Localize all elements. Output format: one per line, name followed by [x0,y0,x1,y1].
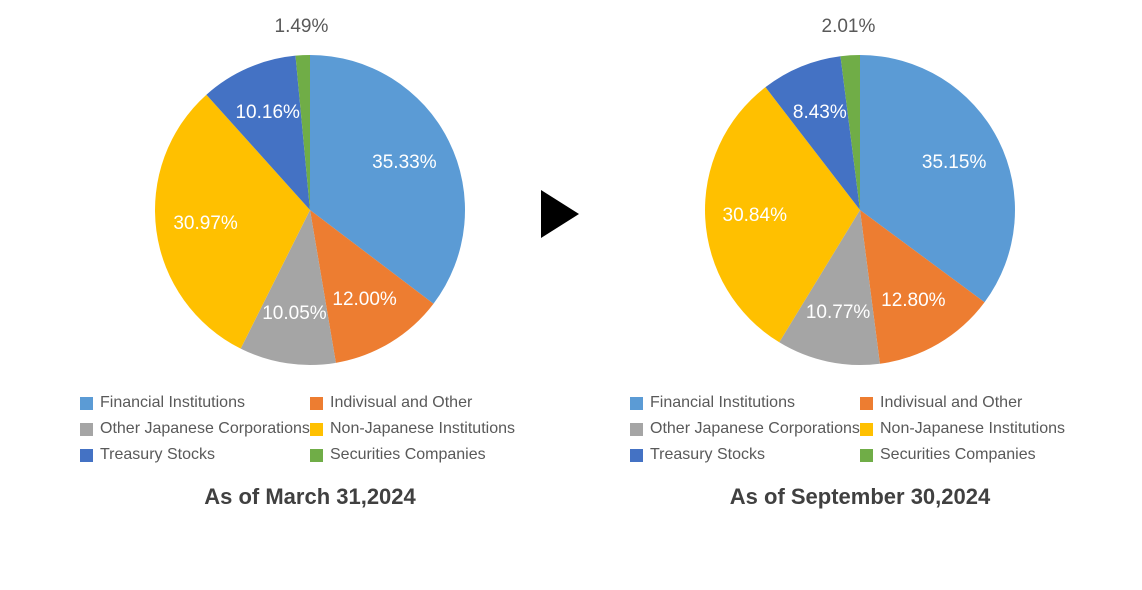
legend-label-non_jp: Non-Japanese Institutions [880,420,1065,438]
legend-swatch-treasury [630,449,643,462]
legend-september: Financial Institutions Indivisual and Oth… [630,390,1090,468]
slice-label-securities: 2.01% [822,16,876,38]
pie-chart-september: 35.15%12.80%10.77%30.84%8.43%2.01% [660,40,1060,380]
legend-swatch-non_jp [860,423,873,436]
legend-item-treasury: Treasury Stocks [630,442,860,468]
legend-item-individual: Indivisual and Other [310,390,540,416]
legend-item-treasury: Treasury Stocks [80,442,310,468]
legend-item-other_jp: Other Japanese Corporations [630,416,860,442]
legend-label-financial: Financial Institutions [100,394,245,412]
legend-label-securities: Securities Companies [880,446,1036,464]
legend-row: Other Japanese Corporations Non-Japanese … [80,416,540,442]
legend-label-treasury: Treasury Stocks [100,446,215,464]
legend-item-individual: Indivisual and Other [860,390,1090,416]
pie-svg [110,40,510,380]
legend-swatch-other_jp [80,423,93,436]
chart-panel-march: 35.33%12.00%10.05%30.97%10.16%1.49% Fina… [70,40,550,510]
legend-swatch-other_jp [630,423,643,436]
legend-swatch-securities [860,449,873,462]
legend-label-other_jp: Other Japanese Corporations [650,420,860,438]
legend-swatch-securities [310,449,323,462]
slice-label-securities: 1.49% [275,16,329,38]
legend-item-financial: Financial Institutions [80,390,310,416]
legend-item-financial: Financial Institutions [630,390,860,416]
legend-swatch-financial [80,397,93,410]
legend-swatch-treasury [80,449,93,462]
legend-swatch-non_jp [310,423,323,436]
legend-label-individual: Indivisual and Other [330,394,472,412]
legend-swatch-financial [630,397,643,410]
legend-item-other_jp: Other Japanese Corporations [80,416,310,442]
legend-item-securities: Securities Companies [860,442,1090,468]
pie-chart-march: 35.33%12.00%10.05%30.97%10.16%1.49% [110,40,510,380]
legend-row: Treasury Stocks Securities Companies [630,442,1090,468]
legend-item-securities: Securities Companies [310,442,540,468]
legend-row: Financial Institutions Indivisual and Oth… [80,390,540,416]
caption-march: As of March 31,2024 [70,484,550,510]
caption-september: As of September 30,2024 [620,484,1100,510]
legend-row: Financial Institutions Indivisual and Oth… [630,390,1090,416]
legend-swatch-individual [310,397,323,410]
arrow-icon [541,190,579,238]
legend-item-non_jp: Non-Japanese Institutions [310,416,540,442]
legend-row: Other Japanese Corporations Non-Japanese … [630,416,1090,442]
legend-label-treasury: Treasury Stocks [650,446,765,464]
legend-march: Financial Institutions Indivisual and Oth… [80,390,540,468]
legend-row: Treasury Stocks Securities Companies [80,442,540,468]
figure-stage: 35.33%12.00%10.05%30.97%10.16%1.49% Fina… [0,0,1142,590]
legend-label-securities: Securities Companies [330,446,486,464]
pie-svg [660,40,1060,380]
legend-label-individual: Indivisual and Other [880,394,1022,412]
legend-label-non_jp: Non-Japanese Institutions [330,420,515,438]
legend-label-other_jp: Other Japanese Corporations [100,420,310,438]
legend-label-financial: Financial Institutions [650,394,795,412]
chart-panel-september: 35.15%12.80%10.77%30.84%8.43%2.01% Finan… [620,40,1100,510]
legend-swatch-individual [860,397,873,410]
legend-item-non_jp: Non-Japanese Institutions [860,416,1090,442]
